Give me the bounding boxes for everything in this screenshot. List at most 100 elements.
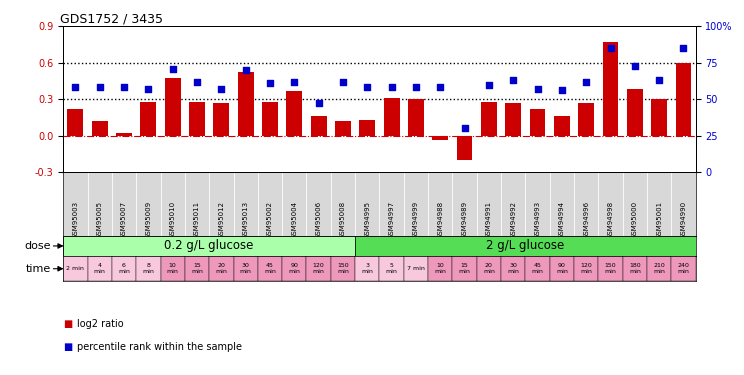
Point: [653, 77, 665, 83]
Bar: [384, 98, 400, 135]
Bar: [452, 172, 477, 236]
Bar: [477, 172, 501, 236]
Bar: [550, 26, 574, 172]
Point: [410, 84, 422, 90]
Point: [507, 77, 519, 83]
Text: 7 min: 7 min: [407, 266, 425, 271]
Point: [240, 67, 251, 73]
Bar: [355, 256, 379, 281]
Text: time: time: [25, 264, 51, 274]
Point: [483, 81, 495, 87]
Text: 2 min: 2 min: [66, 266, 84, 271]
Text: GSM94996: GSM94996: [583, 201, 589, 239]
Bar: [603, 42, 618, 135]
Text: GSM95005: GSM95005: [97, 201, 103, 238]
Text: 20
min: 20 min: [216, 263, 227, 274]
Text: 15
min: 15 min: [458, 263, 470, 274]
Text: GSM94992: GSM94992: [510, 201, 516, 238]
Bar: [282, 172, 307, 236]
Text: GSM95009: GSM95009: [145, 201, 151, 239]
Bar: [141, 102, 156, 135]
Text: 30
min: 30 min: [507, 263, 519, 274]
Bar: [331, 172, 355, 236]
Bar: [598, 172, 623, 236]
Bar: [189, 102, 205, 135]
Bar: [63, 236, 355, 256]
Text: 90
min: 90 min: [556, 263, 568, 274]
Text: GSM95001: GSM95001: [656, 201, 662, 239]
Text: 5
min: 5 min: [385, 263, 397, 274]
Point: [289, 79, 301, 85]
Point: [337, 79, 349, 85]
Bar: [335, 121, 351, 135]
Bar: [477, 256, 501, 281]
Bar: [63, 256, 88, 281]
Point: [556, 87, 568, 93]
Text: GSM95007: GSM95007: [121, 201, 127, 239]
Bar: [262, 102, 278, 135]
Bar: [88, 256, 112, 281]
Point: [191, 79, 203, 85]
Bar: [404, 256, 428, 281]
Text: GSM95002: GSM95002: [267, 201, 273, 238]
Text: 30
min: 30 min: [240, 263, 251, 274]
Bar: [671, 256, 696, 281]
Text: 45
min: 45 min: [532, 263, 543, 274]
Bar: [161, 172, 185, 236]
Bar: [234, 172, 258, 236]
Text: GSM94989: GSM94989: [461, 201, 467, 239]
Point: [629, 63, 641, 69]
Bar: [331, 256, 355, 281]
Text: GSM94990: GSM94990: [681, 201, 687, 239]
Bar: [355, 172, 379, 236]
Text: GSM95003: GSM95003: [72, 201, 78, 239]
Bar: [647, 26, 671, 172]
Bar: [598, 26, 623, 172]
Bar: [112, 26, 136, 172]
Bar: [550, 256, 574, 281]
Bar: [647, 172, 671, 236]
Bar: [623, 256, 647, 281]
Bar: [671, 172, 696, 236]
Bar: [185, 172, 209, 236]
Bar: [209, 26, 234, 172]
Bar: [286, 91, 302, 135]
Text: GSM94993: GSM94993: [534, 201, 541, 239]
Text: 210
min: 210 min: [653, 263, 665, 274]
Text: 90
min: 90 min: [289, 263, 301, 274]
Text: 150
min: 150 min: [337, 263, 349, 274]
Text: 15
min: 15 min: [191, 263, 203, 274]
Text: 120
min: 120 min: [580, 263, 592, 274]
Text: ■: ■: [63, 320, 72, 329]
Point: [264, 80, 276, 86]
Bar: [164, 78, 181, 135]
Text: GDS1752 / 3435: GDS1752 / 3435: [60, 12, 163, 25]
Bar: [598, 256, 623, 281]
Bar: [209, 256, 234, 281]
Text: 120
min: 120 min: [312, 263, 324, 274]
Bar: [525, 172, 550, 236]
Text: GSM95004: GSM95004: [292, 201, 298, 238]
Point: [605, 45, 617, 51]
Bar: [307, 256, 331, 281]
Point: [312, 100, 324, 106]
Bar: [428, 172, 452, 236]
Bar: [214, 103, 229, 135]
Text: 180
min: 180 min: [629, 263, 641, 274]
Bar: [574, 256, 598, 281]
Bar: [481, 102, 497, 135]
Bar: [525, 256, 550, 281]
Point: [434, 84, 446, 90]
Bar: [432, 135, 448, 140]
Bar: [161, 26, 185, 172]
Point: [580, 79, 592, 85]
Text: 10
min: 10 min: [167, 263, 179, 274]
Bar: [136, 172, 161, 236]
Bar: [307, 172, 331, 236]
Bar: [452, 26, 477, 172]
Text: percentile rank within the sample: percentile rank within the sample: [77, 342, 242, 352]
Bar: [307, 26, 331, 172]
Text: GSM94999: GSM94999: [413, 201, 419, 239]
Bar: [550, 172, 574, 236]
Text: GSM94991: GSM94991: [486, 201, 492, 239]
